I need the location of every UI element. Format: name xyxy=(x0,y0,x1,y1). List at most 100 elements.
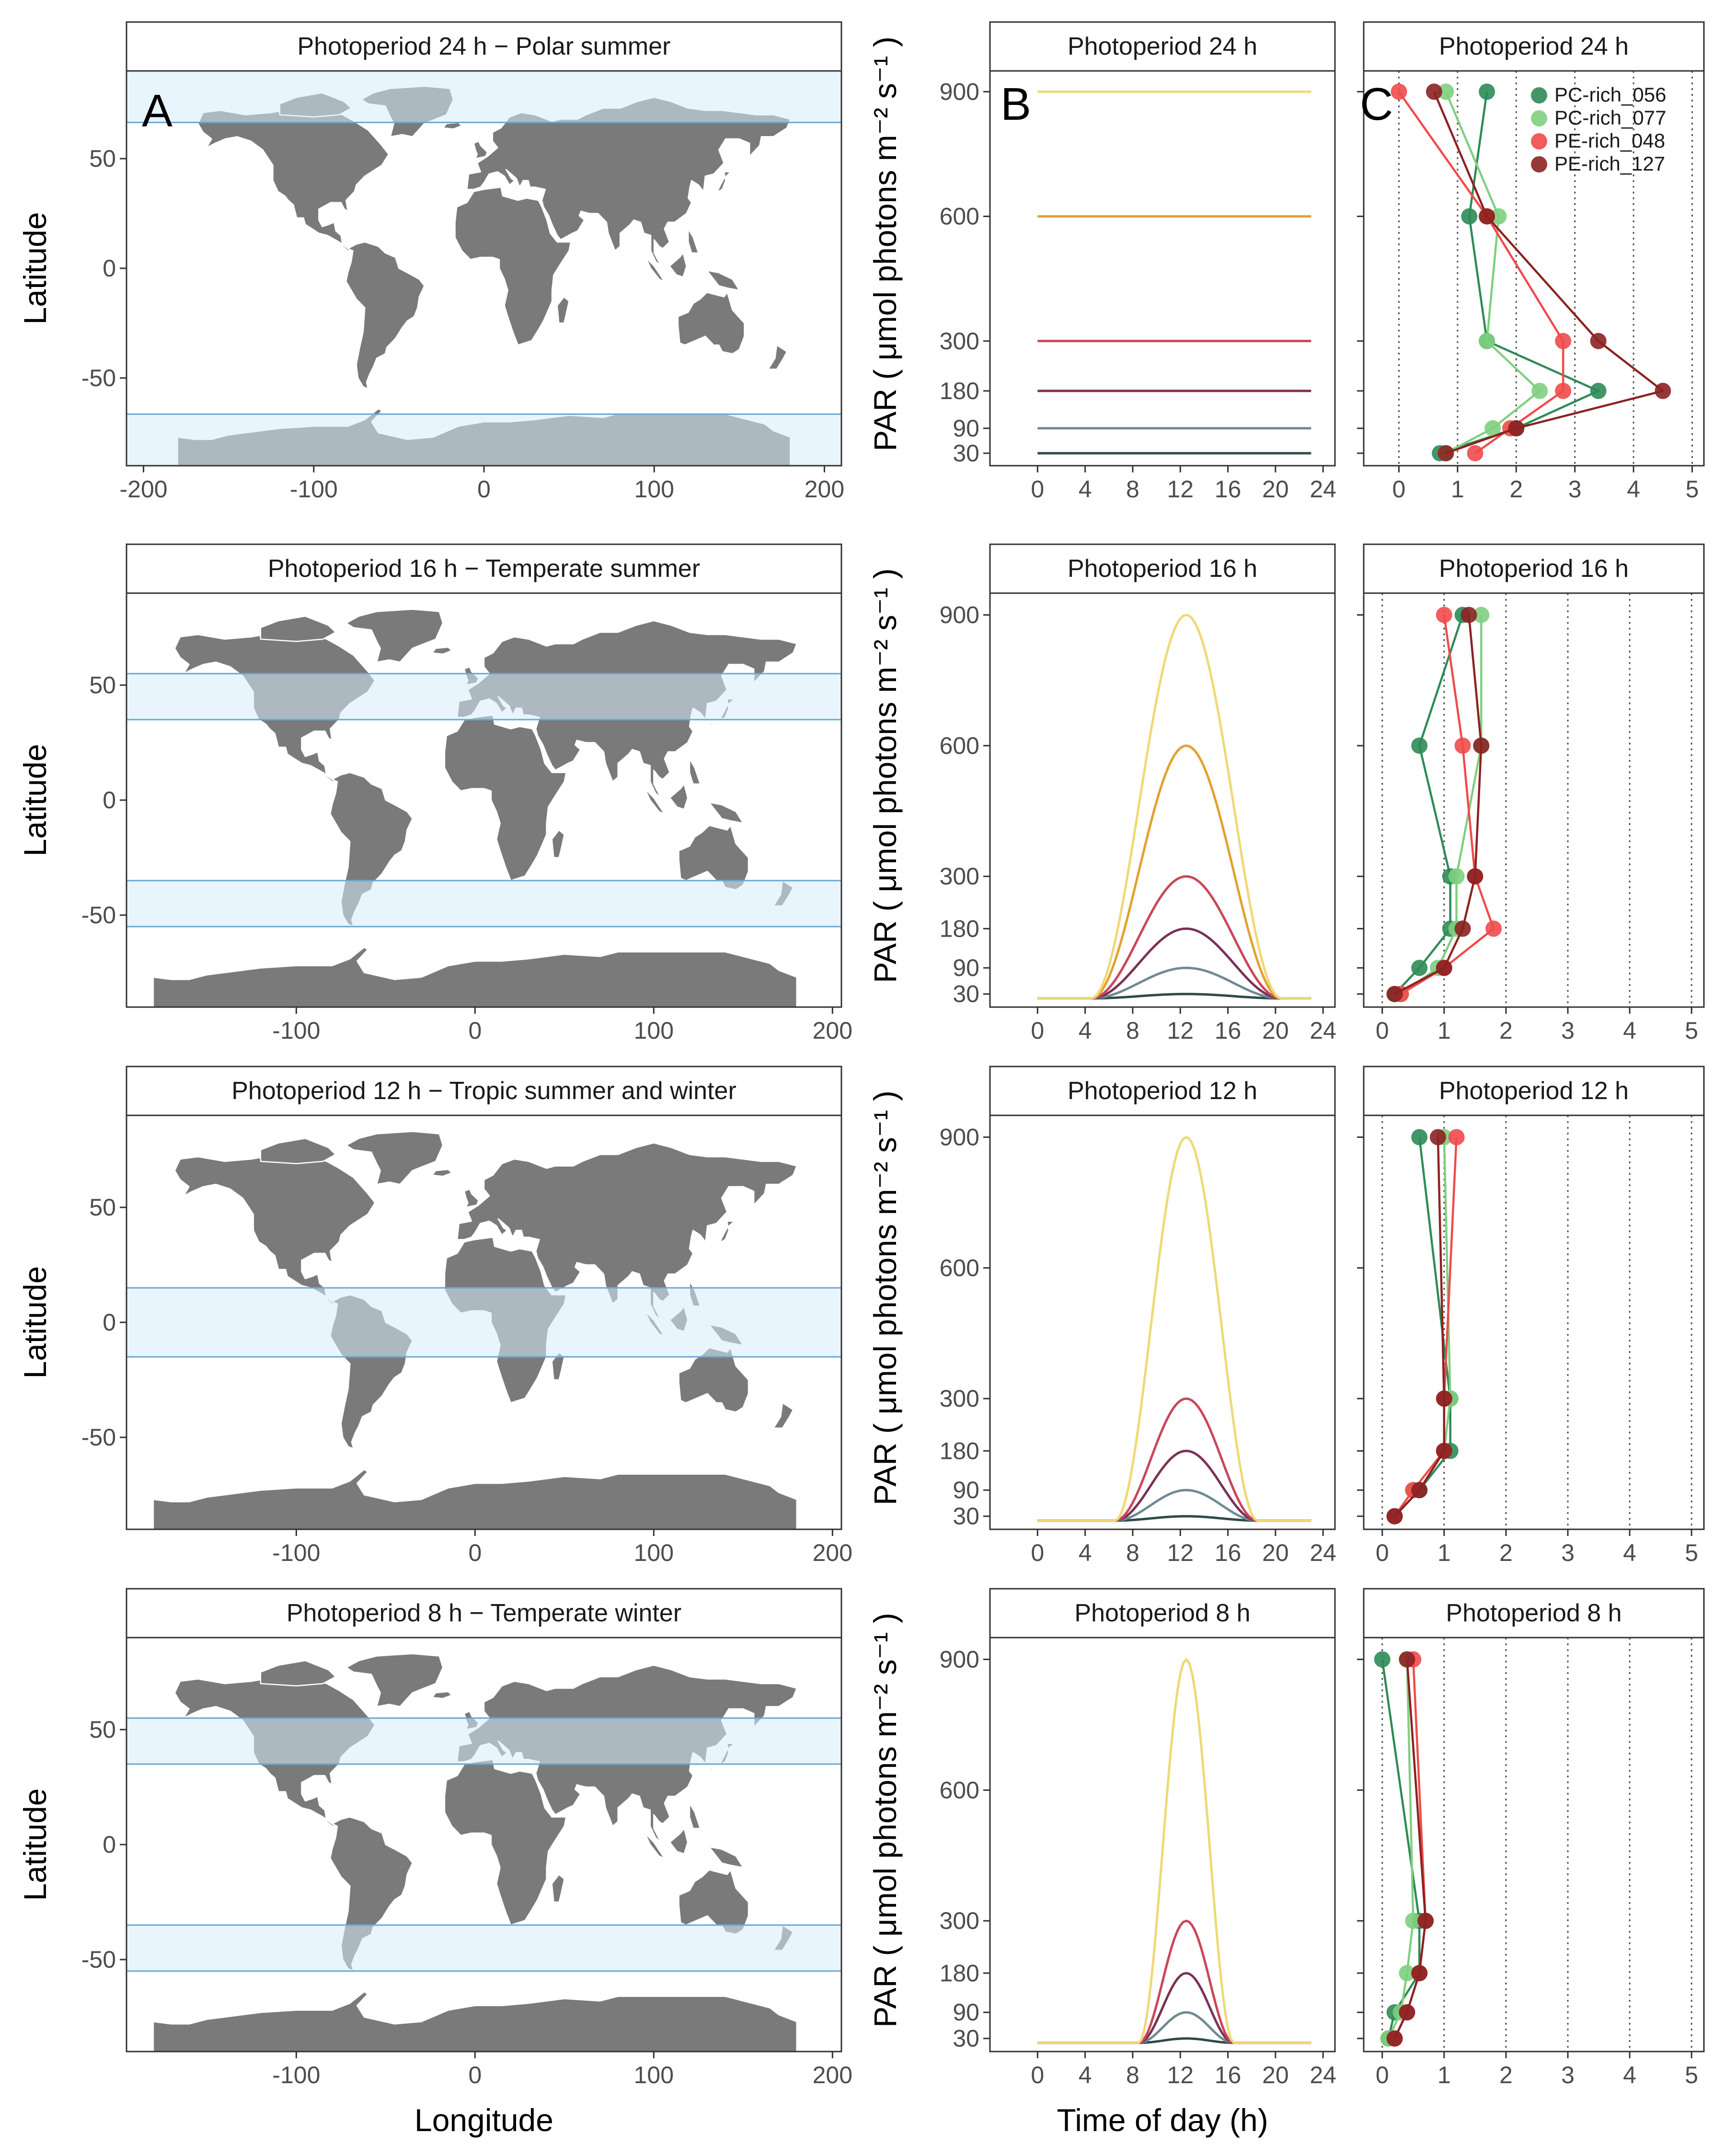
par-ytick-label: 600 xyxy=(940,732,979,759)
land-philippines xyxy=(688,228,699,254)
data-point xyxy=(1374,1651,1391,1668)
data-point xyxy=(1411,1129,1428,1146)
map-xtick-label: 200 xyxy=(813,1539,852,1566)
world-land xyxy=(152,1131,798,1529)
data-point xyxy=(1490,208,1507,225)
land-new-zealand xyxy=(767,344,788,370)
growth-xtick-label: 1 xyxy=(1438,2062,1451,2088)
par-xtick-label: 20 xyxy=(1262,2062,1289,2088)
par-curves xyxy=(1037,614,1311,1000)
growth-xtick-label: 3 xyxy=(1561,1017,1575,1044)
land-africa xyxy=(444,1759,567,1926)
par-xtick-label: 8 xyxy=(1126,2062,1139,2088)
map-xtick-label: -100 xyxy=(272,2062,320,2088)
data-point xyxy=(1484,420,1501,436)
data-point xyxy=(1555,333,1572,349)
data-point xyxy=(1426,83,1442,100)
land-philippines xyxy=(689,1802,701,1829)
par-curves xyxy=(1037,90,1311,455)
growth-strip-title: Photoperiod 24 h xyxy=(1439,33,1629,60)
land-south-america xyxy=(345,241,425,390)
land-new-guinea xyxy=(708,802,744,824)
growth-xtick-label: 0 xyxy=(1376,1539,1389,1566)
land-north-america xyxy=(197,107,390,252)
par-xtick-label: 12 xyxy=(1167,2062,1194,2088)
data-point xyxy=(1391,83,1407,100)
par-xtick-label: 4 xyxy=(1079,1017,1092,1044)
map-xtick-label: 0 xyxy=(477,476,491,503)
par-xtick-label: 8 xyxy=(1126,1539,1139,1566)
growth-xtick-label: 1 xyxy=(1438,1539,1451,1566)
data-point xyxy=(1454,920,1471,937)
land-iceland xyxy=(442,122,463,130)
growth-xtick-label: 3 xyxy=(1568,476,1582,503)
series-pe-rich-127 xyxy=(1386,1129,1452,1525)
map-panel-1: Photoperiod 24 h − Polar summer 50 0 -50 -20… xyxy=(17,21,844,503)
land-new-zealand xyxy=(773,1402,794,1429)
land-iceland xyxy=(431,1169,453,1177)
par-ytick-label: 300 xyxy=(940,1907,979,1934)
par-ylabel: PAR ( μmol photons m⁻² s⁻¹ ) xyxy=(867,36,903,451)
map-xtick-label: 100 xyxy=(634,2062,674,2088)
par-frame xyxy=(989,1637,1336,2053)
par-xtick-label: 24 xyxy=(1310,476,1336,503)
data-point xyxy=(1411,737,1428,754)
par-xtick-label: 12 xyxy=(1167,1017,1194,1044)
map-ytick-label: -50 xyxy=(81,1946,116,1973)
par-ytick-label: 300 xyxy=(940,328,979,355)
world-land xyxy=(152,608,798,1007)
series-line xyxy=(1394,615,1483,995)
land-borneo xyxy=(668,252,687,278)
map-ytick-label: -50 xyxy=(81,1424,116,1451)
par-ytick-label: 90 xyxy=(953,954,979,981)
par-ytick-label: 180 xyxy=(940,915,979,942)
map-strip-title: Photoperiod 16 h − Temperate summer xyxy=(268,555,700,583)
growth-xtick-label: 3 xyxy=(1561,1539,1575,1566)
data-point xyxy=(1473,737,1490,754)
growth-frame xyxy=(1363,1114,1705,1530)
legend-key xyxy=(1531,133,1547,149)
growth-xtick-label: 0 xyxy=(1376,2062,1389,2088)
growth-xtick-label: 5 xyxy=(1686,476,1699,503)
par-curve-900 xyxy=(1037,1658,1311,2044)
map-strip xyxy=(126,21,842,72)
map-ylabel: Latitude xyxy=(17,212,53,325)
data-point xyxy=(1411,1482,1428,1499)
land-arctic-islands xyxy=(260,615,336,642)
growth-xtick-label: 4 xyxy=(1623,2062,1636,2088)
panel-letter-c: C xyxy=(1360,79,1393,130)
data-point xyxy=(1448,1129,1465,1146)
data-point xyxy=(1448,868,1465,885)
data-point xyxy=(1436,1390,1452,1407)
growth-strip xyxy=(1363,543,1705,594)
growth-xtick-label: 0 xyxy=(1392,476,1406,503)
par-ytick-label: 600 xyxy=(940,203,979,230)
land-sumatra xyxy=(644,1832,665,1859)
growth-xtick-label: 5 xyxy=(1685,1017,1698,1044)
series-pe-rich-127 xyxy=(1426,83,1671,461)
par-strip-title: Photoperiod 16 h xyxy=(1068,555,1257,583)
par-curve-900 xyxy=(1037,614,1311,1000)
legend-key xyxy=(1531,87,1547,103)
legend-key xyxy=(1531,110,1547,126)
par-ytick-label: 180 xyxy=(940,1437,979,1464)
par-ytick-label: 180 xyxy=(940,378,979,404)
data-point xyxy=(1436,1443,1452,1459)
map-panel-2: Photoperiod 16 h − Temperate summer 50 0 -5… xyxy=(17,543,852,1044)
par-xtick-label: 0 xyxy=(1031,476,1044,503)
data-point xyxy=(1438,445,1454,461)
map-strip-title: Photoperiod 8 h − Temperate winter xyxy=(287,1599,681,1627)
legend: PC-rich_056PC-rich_077PE-rich_048PE-rich… xyxy=(1531,83,1666,175)
growth-panel-2: Photoperiod 16 h 0 1 2 3 4 5 xyxy=(1357,543,1705,1044)
growth-xtick-label: 5 xyxy=(1685,1539,1698,1566)
par-xlabel: Time of day (h) xyxy=(1057,2102,1268,2138)
par-xtick-label: 16 xyxy=(1215,2062,1242,2088)
par-xtick-label: 0 xyxy=(1031,2062,1044,2088)
land-new-guinea xyxy=(706,270,740,291)
data-point xyxy=(1461,208,1478,225)
land-madagascar xyxy=(551,829,565,859)
par-strip-title: Photoperiod 24 h xyxy=(1068,33,1257,60)
world-land xyxy=(152,1653,798,2052)
